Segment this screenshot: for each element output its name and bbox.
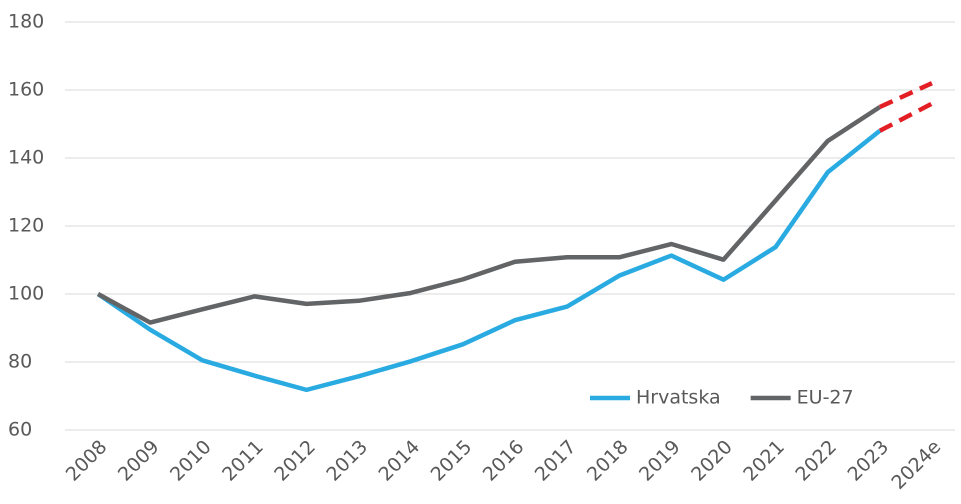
legend-label: EU-27 bbox=[797, 387, 854, 409]
x-tick-label: 2008 bbox=[62, 436, 112, 486]
x-tick-label: 2010 bbox=[166, 436, 216, 486]
legend-label: Hrvatska bbox=[636, 387, 721, 409]
x-tick-label: 2024e bbox=[887, 436, 945, 494]
y-tick-label: 100 bbox=[8, 283, 44, 305]
y-tick-label: 60 bbox=[8, 419, 32, 441]
x-tick-label: 2022 bbox=[791, 436, 841, 486]
y-tick-label: 120 bbox=[8, 215, 44, 237]
x-tick-label: 2021 bbox=[739, 436, 789, 486]
x-tick-label: 2023 bbox=[843, 436, 893, 486]
y-tick-label: 80 bbox=[8, 351, 32, 373]
x-tick-label: 2018 bbox=[583, 436, 633, 486]
y-tick-label: 180 bbox=[8, 11, 44, 33]
x-tick-label: 2017 bbox=[531, 436, 581, 486]
x-tick-label: 2020 bbox=[687, 436, 737, 486]
series-line bbox=[96, 129, 882, 393]
y-tick-label: 160 bbox=[8, 79, 44, 101]
x-tick-label: 2019 bbox=[635, 436, 685, 486]
y-tick-label: 140 bbox=[8, 147, 44, 169]
x-tick-label: 2012 bbox=[270, 436, 320, 486]
x-tick-label: 2014 bbox=[374, 436, 424, 486]
forecast-line bbox=[878, 81, 933, 110]
series-line bbox=[96, 105, 882, 325]
x-tick-label: 2009 bbox=[114, 436, 164, 486]
x-tick-label: 2016 bbox=[479, 436, 529, 486]
x-tick-label: 2015 bbox=[427, 436, 477, 486]
legend: Hrvatska EU-27 bbox=[590, 387, 854, 409]
forecast-line bbox=[878, 101, 933, 133]
x-tick-label: 2011 bbox=[218, 436, 268, 486]
x-tick-label: 2013 bbox=[322, 436, 372, 486]
